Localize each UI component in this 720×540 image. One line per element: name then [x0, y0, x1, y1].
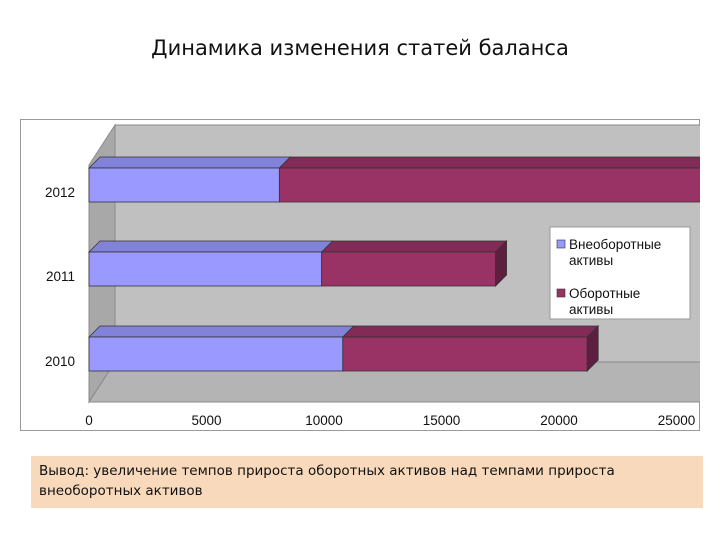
x-tick-label: 0	[85, 413, 93, 428]
x-tick-label: 10000	[305, 413, 343, 428]
bar	[88, 336, 344, 372]
y-category-label: 2012	[45, 185, 75, 200]
bar	[321, 251, 496, 287]
bar-chart: 0500010000150002000025000300002010201120…	[45, 123, 700, 428]
y-category-label: 2010	[45, 354, 75, 369]
bar	[88, 167, 280, 203]
x-tick-label: 15000	[423, 413, 461, 428]
bar-top	[320, 240, 508, 253]
legend-swatch	[556, 288, 566, 298]
bar-top	[88, 156, 292, 169]
bar-side	[586, 325, 599, 372]
legend-label: Оборотные активы	[569, 286, 640, 317]
x-tick-label: 25000	[658, 413, 696, 428]
legend: Внеоборотные активы Оборотные активы	[549, 226, 691, 320]
x-tick-label: 5000	[191, 413, 221, 428]
bar-top	[278, 156, 700, 169]
bar	[278, 167, 700, 203]
y-category-label: 2011	[46, 269, 75, 284]
conclusion-text: Вывод: увеличение темпов прироста оборот…	[31, 456, 703, 508]
x-tick-label: 20000	[540, 413, 578, 428]
bar	[88, 251, 323, 287]
bar-side	[495, 240, 507, 287]
bar-top	[341, 325, 600, 338]
legend-box	[549, 226, 691, 320]
legend-label: Внеоборотные активы	[569, 237, 661, 268]
slide-title: Динамика изменения статей баланса	[151, 36, 569, 60]
bar-top	[88, 240, 334, 253]
chart-floor	[88, 361, 700, 403]
legend-swatch	[556, 239, 566, 249]
bar	[342, 336, 588, 372]
bar-top	[88, 325, 355, 338]
